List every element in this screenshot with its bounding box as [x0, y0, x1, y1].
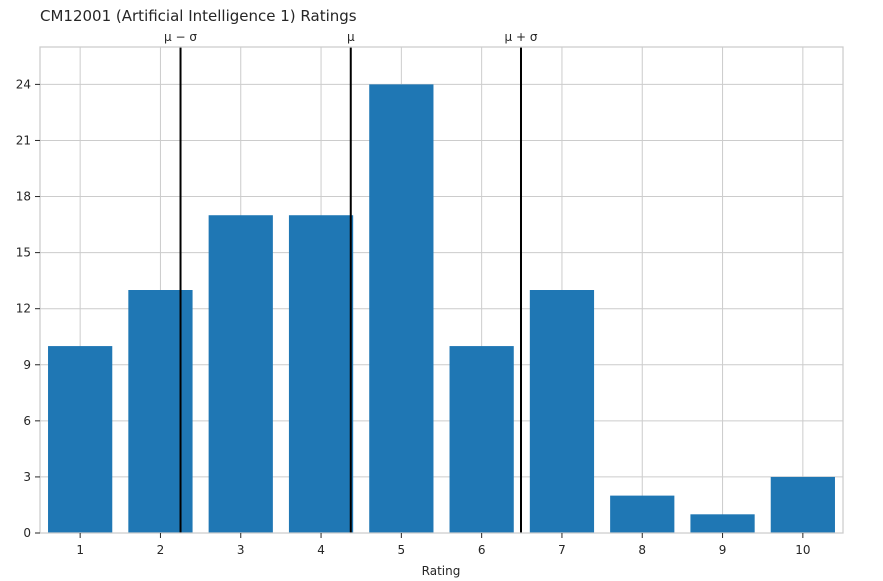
x-tick-label: 1 [76, 543, 84, 557]
y-tick-label: 15 [16, 246, 31, 260]
y-tick-label: 3 [23, 470, 31, 484]
y-tick-label: 6 [23, 414, 31, 428]
chart-title: CM12001 (Artificial Intelligence 1) Rati… [40, 7, 357, 25]
x-tick-label: 5 [398, 543, 406, 557]
bar-rating-5 [369, 84, 434, 533]
y-tick-label: 24 [16, 77, 31, 91]
bar-rating-8 [610, 495, 675, 533]
y-tick-label: 18 [16, 190, 31, 204]
x-tick-label: 10 [795, 543, 810, 557]
bar-rating-1 [48, 346, 113, 533]
x-tick-label: 6 [478, 543, 486, 557]
plot-frame [39, 46, 844, 534]
y-tick-label: 21 [16, 133, 31, 147]
x-axis-ticks: 1 2 3 4 5 6 7 8 9 10 [76, 533, 810, 557]
y-tick-label: 12 [16, 302, 31, 316]
reference-line-label: μ + σ [505, 30, 538, 44]
bar-rating-10 [770, 476, 835, 533]
x-tick-label: 4 [317, 543, 325, 557]
bar-rating-2 [128, 290, 193, 533]
y-tick-label: 0 [23, 526, 31, 540]
x-axis-label: Rating [422, 564, 461, 578]
reference-line-label: μ − σ [164, 30, 197, 44]
y-axis-ticks: 0 3 6 9 12 15 18 21 24 [16, 77, 40, 540]
y-tick-label: 9 [23, 358, 31, 372]
bar-rating-7 [529, 290, 595, 533]
x-tick-label: 7 [558, 543, 566, 557]
x-tick-label: 2 [157, 543, 165, 557]
bar-rating-4 [288, 215, 354, 533]
x-tick-label: 3 [237, 543, 245, 557]
reference-lines: μ − σ μ μ + σ [164, 30, 538, 533]
bars [48, 84, 835, 533]
x-tick-label: 9 [719, 543, 727, 557]
x-tick-label: 8 [638, 543, 646, 557]
bar-rating-6 [449, 346, 514, 533]
bar-rating-9 [690, 514, 755, 533]
reference-line-label: μ [347, 30, 355, 44]
bar-rating-3 [208, 215, 273, 533]
